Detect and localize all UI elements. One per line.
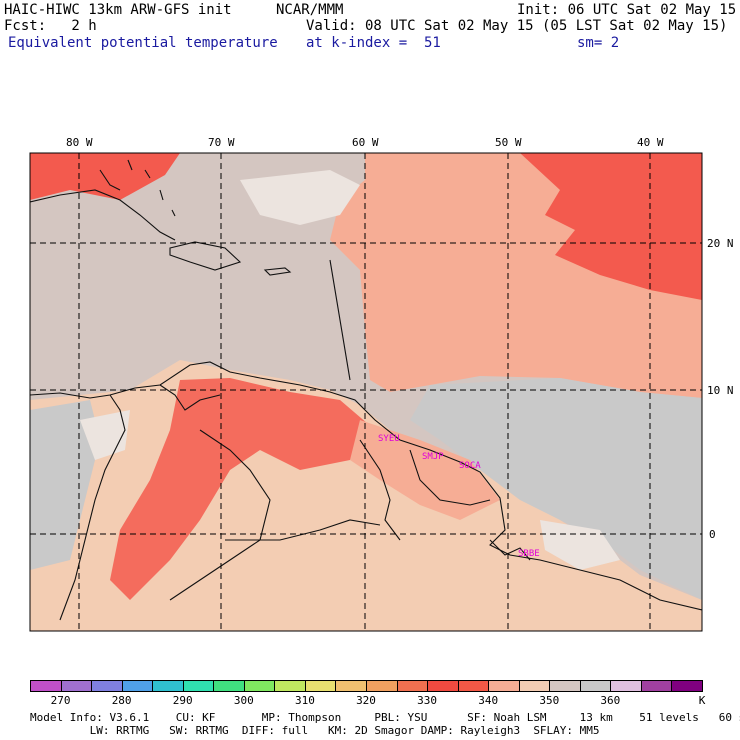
- caribbean-hot-corner: [30, 153, 180, 200]
- valid-time: Valid: 08 UTC Sat 02 May 15 (05 LST Sat …: [306, 18, 728, 34]
- level-label: at k-index = 51: [306, 35, 441, 51]
- lat-label: 10 N: [707, 384, 734, 397]
- colorbar-label: 280: [111, 694, 132, 707]
- colorbar-swatch: [610, 680, 642, 692]
- gridlines: [30, 153, 702, 631]
- colorbar-swatch: [274, 680, 306, 692]
- colorbar-swatch: [488, 680, 520, 692]
- colorbar-swatch: [304, 680, 337, 692]
- colorbar-swatch: [243, 680, 276, 692]
- model-title: HAIC-HIWC 13km ARW-GFS init: [4, 2, 232, 18]
- coastlines: [30, 159, 702, 621]
- colorbar-label: 360: [600, 694, 621, 707]
- smoothing-label: sm= 2: [577, 35, 620, 51]
- colorbar-label: 270: [50, 694, 71, 707]
- west-gray-region: [30, 400, 100, 570]
- colorbar-swatch: [518, 680, 551, 692]
- colorbar-swatch: [366, 680, 398, 692]
- colorbar-label: 330: [417, 694, 438, 707]
- colorbar-unit: K: [698, 694, 706, 707]
- init-time: Init: 06 UTC Sat 02 May 15: [517, 2, 737, 18]
- colorbar-swatch: [91, 680, 123, 692]
- model-info-line1: Model Info: V3.6.1 CU: KF MP: Thompson P…: [30, 711, 740, 724]
- colorbar-swatch: [457, 680, 490, 692]
- map-frame: [29, 152, 703, 632]
- northeast-hot-region: [520, 153, 702, 300]
- colorbar-swatch: [182, 680, 215, 692]
- colorbar-swatch: [640, 680, 673, 692]
- lon-label: 50 W: [495, 136, 522, 149]
- colorbar-label: 300: [233, 694, 254, 707]
- station-markers: SYEU SMJP SOCA SBBE: [378, 434, 540, 559]
- colorbar-swatch: [335, 680, 367, 692]
- colorbar-swatch: [549, 680, 581, 692]
- forecast-hour: Fcst: 2 h: [4, 18, 97, 34]
- model-info-line2: LW: RRTMG SW: RRTMG DIFF: full KM: 2D Sm…: [30, 724, 600, 737]
- colorbar-swatch: [579, 680, 612, 692]
- andes-hot-region: [110, 378, 375, 600]
- lat-label: 20 N: [707, 237, 734, 250]
- station-label: SOCA: [459, 461, 481, 471]
- colorbar-label: 310: [294, 694, 315, 707]
- lat-label: 0: [709, 528, 716, 541]
- colorbar-label: 340: [478, 694, 499, 707]
- colorbar-swatch: [121, 680, 154, 692]
- pacific-pale-patch: [80, 410, 130, 460]
- station-label: SBBE: [518, 549, 540, 559]
- guiana-warm-patch: [350, 420, 500, 520]
- lon-label: 70 W: [208, 136, 235, 149]
- lon-label: 40 W: [637, 136, 664, 149]
- colorbar-swatch: [671, 680, 703, 692]
- colorbar-swatch: [30, 680, 62, 692]
- colorbar-label: 320: [356, 694, 376, 707]
- colorbar-swatch: [213, 680, 245, 692]
- colorbar-swatch: [396, 680, 429, 692]
- colorbar-swatch: [60, 680, 93, 692]
- colorbar-label: 290: [172, 694, 193, 707]
- station-label: SYEU: [378, 434, 400, 444]
- station-label: SMJP: [422, 452, 444, 462]
- south-atlantic-gray: [410, 378, 702, 600]
- field-name: Equivalent potential temperature: [8, 35, 278, 51]
- colorbar-swatch: [152, 680, 184, 692]
- lon-label: 80 W: [66, 136, 93, 149]
- lon-label: 60 W: [352, 136, 379, 149]
- colorbar-label: 350: [539, 694, 560, 707]
- colorbar-swatch: [427, 680, 459, 692]
- org-label: NCAR/MMM: [276, 2, 344, 18]
- north-pale-band: [240, 170, 360, 225]
- amazon-pale-patch: [540, 520, 620, 570]
